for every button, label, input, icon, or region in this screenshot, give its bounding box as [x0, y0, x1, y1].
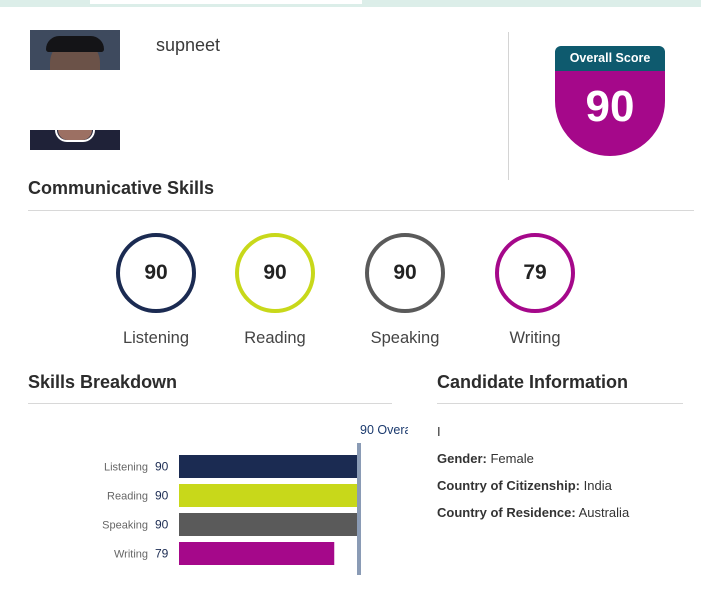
- writing-bar-value: 79: [155, 547, 169, 561]
- top-bar-tab: [90, 0, 362, 4]
- speaking-label: Speaking: [370, 329, 440, 347]
- speaking-score: 90: [393, 261, 417, 284]
- citizenship-row: Country of Citizenship: India: [437, 478, 612, 493]
- reading-label: Reading: [244, 329, 306, 347]
- writing-label: Writing: [509, 329, 561, 347]
- listening-label: Listening: [122, 329, 190, 347]
- photo-collar: [55, 130, 95, 142]
- writing-bar-label: Writing: [114, 549, 148, 561]
- skills-breakdown-divider: [28, 403, 392, 404]
- communicative-skills-title: Communicative Skills: [28, 178, 215, 198]
- candidate-name: supneet: [156, 35, 221, 55]
- candidate-photo: [30, 30, 120, 150]
- reading-score: 90: [263, 261, 287, 284]
- speaking-bar-label: Speaking: [102, 520, 148, 532]
- overall-score-badge: Overall Score 90: [555, 46, 665, 156]
- skills-breakdown-chart: Listening 90 Reading 90 Speaking 90 Writing 79 9…: [28, 415, 408, 585]
- speaking-bar-value: 90: [155, 518, 169, 532]
- listening-bar-label: Listening: [104, 462, 148, 474]
- residence-label: Country of Residence:: [437, 505, 576, 520]
- photo-redaction: [30, 70, 120, 130]
- candidate-info-divider: [437, 403, 683, 404]
- writing-score: 79: [523, 261, 547, 284]
- candidate-info-title: Candidate Information: [437, 372, 629, 392]
- header-divider: [508, 32, 509, 180]
- overall-score-header: Overall Score: [555, 46, 665, 71]
- citizenship-label: Country of Citizenship:: [437, 478, 580, 493]
- citizenship-value: India: [583, 478, 612, 493]
- reading-bar-label: Reading: [107, 491, 148, 503]
- gender-value: Female: [490, 451, 534, 466]
- overall-score-value: 90: [555, 71, 665, 156]
- photo-hair: [46, 36, 104, 52]
- residence-value: Australia: [578, 505, 630, 520]
- residence-row: Country of Residence: Australia: [437, 505, 629, 520]
- gender-label: Gender:: [437, 451, 487, 466]
- gender-row: Gender: Female: [437, 451, 534, 466]
- candidate-info-first-line: I: [437, 424, 441, 439]
- reading-score-circle: 90: [235, 233, 315, 313]
- listening-score: 90: [144, 261, 168, 284]
- listening-score-circle: 90: [116, 233, 196, 313]
- listening-bar: [179, 455, 359, 478]
- skills-bar-chart-svg: Listening 90 Reading 90 Speaking 90 Writing 79 9…: [102, 423, 408, 575]
- listening-bar-value: 90: [155, 460, 169, 474]
- reading-bar: [179, 484, 359, 507]
- speaking-score-circle: 90: [365, 233, 445, 313]
- writing-score-circle: 79: [495, 233, 575, 313]
- writing-bar: [179, 542, 335, 565]
- overall-reference-label: 90 Overall: [360, 423, 408, 437]
- skills-breakdown-title: Skills Breakdown: [28, 372, 178, 392]
- speaking-bar: [179, 513, 359, 536]
- communicative-skills-divider: [28, 210, 694, 211]
- reading-bar-value: 90: [155, 489, 169, 503]
